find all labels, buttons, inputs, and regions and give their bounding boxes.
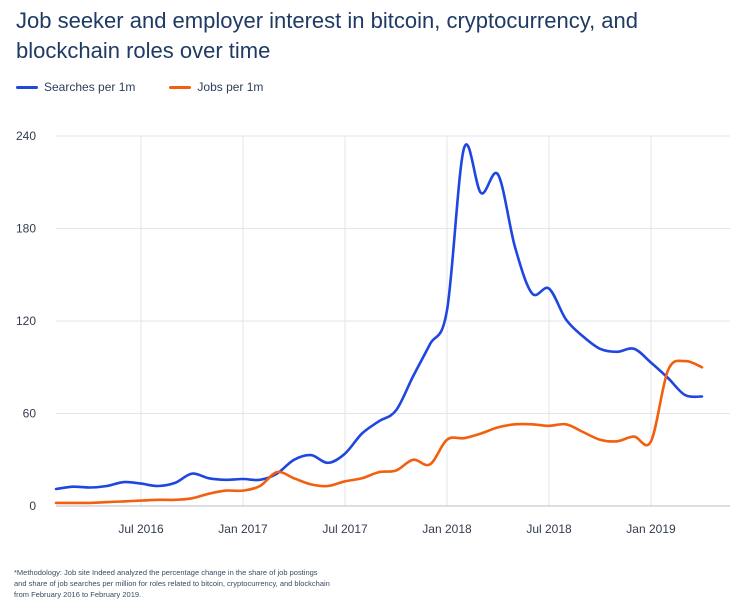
chart-legend: Searches per 1m Jobs per 1m — [16, 80, 263, 94]
y-tick-label-120: 120 — [16, 314, 36, 328]
y-tick-label-60: 60 — [23, 407, 37, 421]
methodology-footnote: *Methodology: Job site Indeed analyzed t… — [14, 568, 330, 599]
x-tick-label-3: Jan 2018 — [422, 522, 472, 536]
line-chart: 0 60 120 180 240 Jul 2016 Jan 2017 Jul 2017 Jan … — [16, 129, 730, 536]
legend-item-searches: Searches per 1m — [16, 80, 135, 94]
legend-label-jobs: Jobs per 1m — [197, 80, 264, 94]
y-tick-label-0: 0 — [29, 499, 36, 513]
series-line-searches-per-1m — [54, 143, 704, 491]
x-tick-label-0: Jul 2016 — [118, 522, 164, 536]
series-lines — [54, 143, 704, 505]
axes: 0 60 120 180 240 Jul 2016 Jan 2017 Jul 2017 Jan … — [16, 129, 730, 536]
y-tick-label-240: 240 — [16, 129, 36, 143]
x-tick-label-2: Jul 2017 — [322, 522, 368, 536]
x-tick-label-5: Jan 2019 — [626, 522, 676, 536]
legend-swatch-jobs — [169, 85, 192, 89]
x-tick-label-1: Jan 2017 — [218, 522, 268, 536]
series-line-jobs-per-1m — [54, 359, 704, 505]
legend-swatch-searches — [16, 85, 38, 89]
x-tick-label-4: Jul 2018 — [526, 522, 572, 536]
grid-lines — [56, 135, 730, 506]
chart-title: Job seeker and employer interest in bitc… — [16, 8, 639, 63]
legend-item-jobs: Jobs per 1m — [169, 80, 263, 94]
y-tick-label-180: 180 — [16, 222, 36, 236]
legend-label-searches: Searches per 1m — [44, 80, 136, 94]
